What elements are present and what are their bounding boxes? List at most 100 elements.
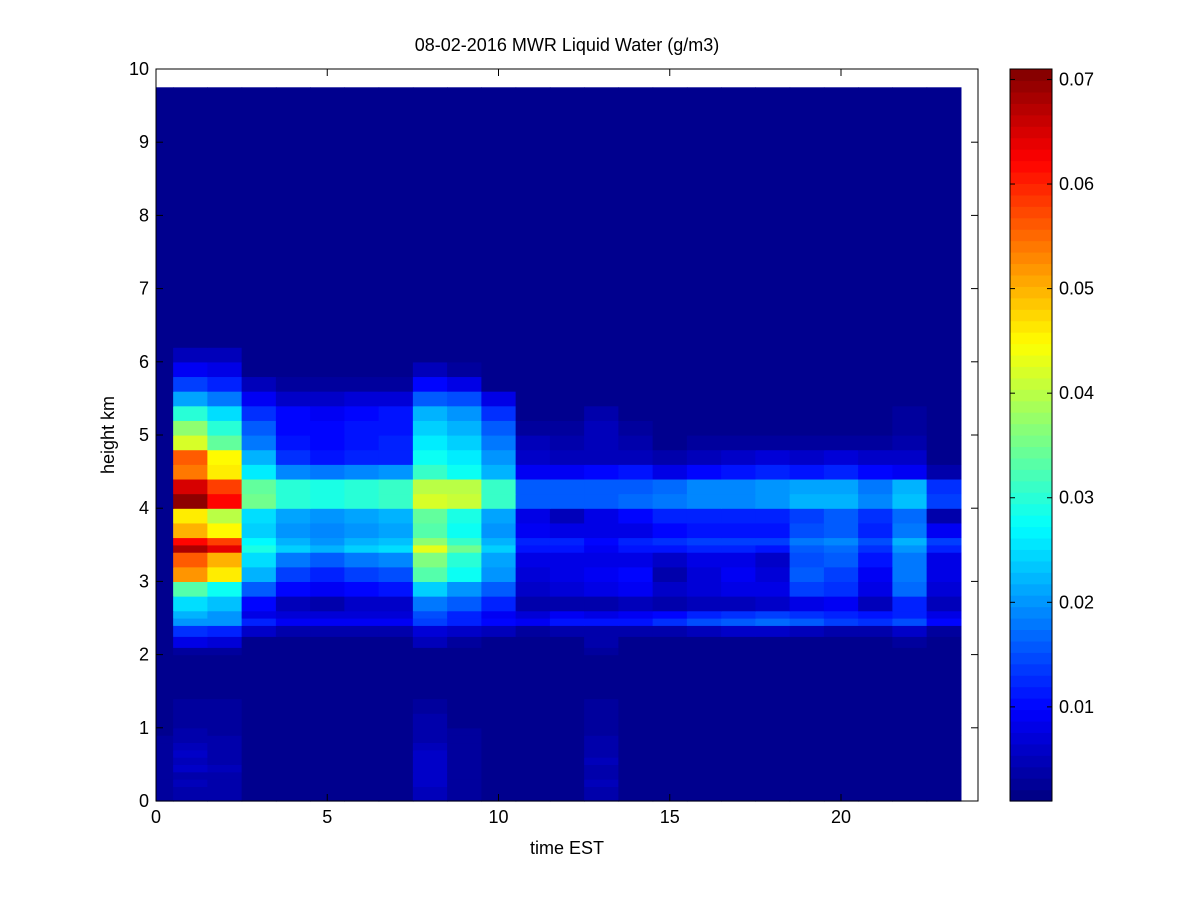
heatmap-cell — [926, 786, 962, 802]
heatmap-cell — [207, 376, 243, 392]
chart-title: 08-02-2016 MWR Liquid Water (g/m3) — [415, 35, 719, 55]
heatmap-cell — [858, 537, 893, 546]
colorbar-swatch — [1010, 766, 1052, 779]
heatmap-cell — [447, 566, 482, 582]
heatmap-cell — [207, 522, 243, 539]
heatmap-cell — [686, 87, 722, 348]
heatmap-cell — [173, 478, 208, 495]
heatmap-cell — [858, 87, 893, 348]
heatmap-cell — [892, 727, 928, 736]
heatmap-cell — [789, 361, 825, 378]
heatmap-cell — [207, 508, 243, 524]
heatmap-cell — [481, 493, 517, 509]
heatmap-cell — [721, 478, 756, 495]
heatmap-cell — [447, 735, 482, 744]
heatmap-cell — [652, 544, 688, 553]
heatmap-cell — [652, 391, 688, 407]
heatmap-cell — [275, 713, 311, 729]
heatmap-cell — [241, 522, 277, 539]
y-tick-label: 8 — [139, 205, 149, 225]
heatmap-cell — [549, 376, 585, 392]
heatmap-cell — [549, 596, 585, 612]
heatmap-cell — [207, 779, 243, 787]
heatmap-cell — [755, 347, 791, 363]
heatmap-cell — [156, 405, 174, 421]
heatmap-cell — [721, 727, 756, 736]
heatmap-cell — [447, 522, 482, 539]
heatmap-cell — [241, 786, 277, 802]
heatmap-cell — [618, 391, 654, 407]
colorbar-ticks: 0.01 0.02 0.03 0.04 0.05 0.06 0.07 — [1010, 69, 1094, 717]
heatmap-cell — [344, 596, 380, 612]
heatmap-cell — [412, 581, 448, 597]
heatmap-cell — [310, 347, 345, 363]
heatmap-cell — [275, 779, 311, 787]
heatmap-cell — [652, 764, 688, 773]
heatmap-cell — [412, 87, 448, 348]
heatmap-cell — [241, 449, 277, 465]
heatmap-cell — [515, 464, 551, 480]
heatmap-cell — [481, 618, 517, 626]
colorbar-swatch — [1010, 743, 1052, 756]
colorbar-swatch — [1010, 595, 1052, 608]
heatmap-cell — [378, 420, 414, 436]
heatmap-cell — [207, 625, 243, 637]
colorbar-swatch — [1010, 549, 1052, 562]
heatmap-cell — [156, 449, 174, 465]
heatmap-cell — [207, 636, 243, 648]
colorbar-swatch — [1010, 663, 1052, 676]
heatmap-cell — [926, 361, 962, 378]
heatmap-cell — [344, 654, 380, 670]
heatmap-cell — [652, 464, 688, 480]
heatmap-cell — [892, 566, 928, 582]
heatmap-cell — [173, 735, 208, 744]
heatmap-cell — [378, 625, 414, 637]
heatmap-cell — [515, 376, 551, 392]
heatmap-cell — [207, 581, 243, 597]
heatmap-cell — [241, 610, 277, 619]
heatmap-cell — [686, 647, 722, 656]
colorbar-tick-label: 0.03 — [1059, 488, 1094, 508]
heatmap-cell — [755, 522, 791, 539]
heatmap-cell — [721, 435, 756, 451]
heatmap-cell — [892, 596, 928, 612]
heatmap-cell — [686, 713, 722, 729]
heatmap-cell — [344, 464, 380, 480]
heatmap-cell — [755, 596, 791, 612]
heatmap-cell — [515, 654, 551, 670]
heatmap-cell — [652, 683, 688, 700]
heatmap-cell — [447, 347, 482, 363]
heatmap-cell — [344, 478, 380, 495]
colorbar-swatch — [1010, 377, 1052, 390]
x-tick-label: 5 — [322, 807, 332, 827]
heatmap-cell — [310, 361, 345, 378]
heatmap-cell — [207, 771, 243, 780]
heatmap-cell — [241, 405, 277, 421]
heatmap-cell — [652, 669, 688, 685]
heatmap-cell — [447, 757, 482, 765]
heatmap-cell — [686, 405, 722, 421]
heatmap-cell — [207, 449, 243, 465]
heatmap-cell — [686, 786, 722, 802]
heatmap-cell — [686, 478, 722, 495]
colorbar-swatch — [1010, 194, 1052, 207]
heatmap-cell — [378, 764, 414, 773]
heatmap-cell — [721, 420, 756, 436]
heatmap-cell — [447, 654, 482, 670]
heatmap-cell — [755, 581, 791, 597]
heatmap-cell — [515, 596, 551, 612]
heatmap-cell — [515, 435, 551, 451]
heatmap-cell — [652, 610, 688, 619]
heatmap-cell — [789, 566, 825, 582]
heatmap-cell — [823, 405, 859, 421]
heatmap-cell — [412, 727, 448, 736]
heatmap-cell — [156, 552, 174, 568]
heatmap-cell — [892, 478, 928, 495]
heatmap-cell — [378, 786, 414, 802]
heatmap-cell — [926, 493, 962, 509]
heatmap-cell — [755, 625, 791, 637]
heatmap-cell — [412, 552, 448, 568]
colorbar-swatch — [1010, 366, 1052, 379]
heatmap-cell — [652, 522, 688, 539]
